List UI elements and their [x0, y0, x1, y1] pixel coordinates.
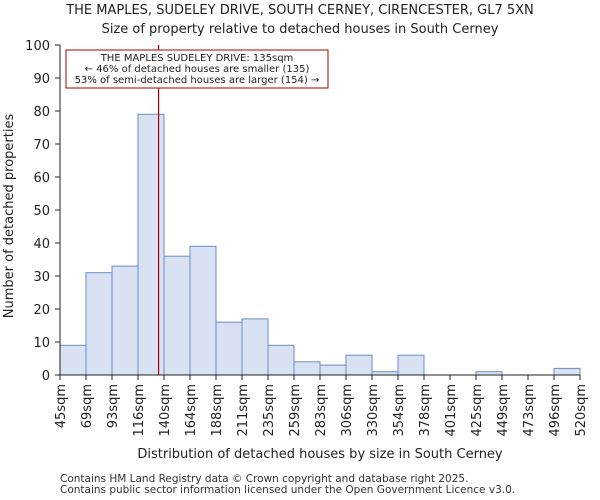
bar-45sqm: [59, 344, 87, 376]
bar-69sqm: [85, 272, 113, 376]
bar-354sqm: [397, 354, 425, 376]
bar-164sqm: [189, 245, 217, 376]
annotation-line-2: ← 46% of detached houses are smaller (13…: [85, 64, 310, 75]
x-tick-label-164sqm: 164sqm: [184, 384, 199, 437]
x-tick-label-306sqm: 306sqm: [340, 384, 355, 437]
chart-title: THE MAPLES, SUDELEY DRIVE, SOUTH CERNEY,…: [65, 3, 534, 18]
x-tick-label-473sqm: 473sqm: [522, 384, 537, 437]
x-tick-label-116sqm: 116sqm: [132, 384, 147, 437]
bar-496sqm: [553, 367, 581, 376]
bar-93sqm: [111, 265, 139, 376]
x-axis-label: Distribution of detached houses by size …: [137, 447, 503, 462]
x-tick-label-425sqm: 425sqm: [470, 384, 485, 437]
y-tick-label-30: 30: [33, 270, 50, 285]
bar-235sqm: [267, 344, 295, 376]
y-tick-label-80: 80: [33, 105, 50, 120]
annotation-frame: [65, 49, 329, 89]
chart-subtitle: Size of property relative to detached ho…: [102, 22, 499, 37]
x-tick-label-378sqm: 378sqm: [418, 384, 433, 437]
y-tick-label-40: 40: [33, 237, 50, 252]
annotation-line-3: 53% of semi-detached houses are larger (…: [75, 75, 320, 86]
x-tick-label-45sqm: 45sqm: [54, 384, 69, 428]
bar-140sqm: [163, 255, 191, 376]
y-tick-label-50: 50: [33, 204, 50, 219]
y-axis-ticks: 0 10 20 30 40 50 60 70 80 90 100: [25, 39, 60, 384]
footer-attribution-2: Contains public sector information licen…: [60, 484, 516, 496]
y-tick-label-90: 90: [33, 72, 50, 87]
x-axis-ticks: 45sqm 69sqm 93sqm 116sqm 140sqm 164sqm 188sqm 2…: [54, 375, 589, 437]
annotation-line-1: THE MAPLES SUDELEY DRIVE: 135sqm: [100, 53, 294, 64]
x-tick-label-330sqm: 330sqm: [366, 384, 381, 437]
bar-211sqm: [241, 318, 269, 376]
annotation-box: THE MAPLES SUDELEY DRIVE: 135sqm ← 46% o…: [65, 49, 329, 89]
x-tick-label-235sqm: 235sqm: [262, 384, 277, 437]
bar-116sqm: [137, 113, 165, 376]
y-tick-label-70: 70: [33, 138, 50, 153]
bar-188sqm: [215, 321, 243, 376]
bar-306sqm: [345, 354, 373, 376]
y-tick-label-20: 20: [33, 303, 50, 318]
x-tick-label-140sqm: 140sqm: [158, 384, 173, 437]
x-tick-label-520sqm: 520sqm: [574, 384, 589, 437]
y-axis-label: Number of detached properties: [2, 114, 17, 319]
y-tick-label-100: 100: [25, 39, 50, 54]
bar-259sqm: [293, 361, 321, 376]
x-tick-label-354sqm: 354sqm: [392, 384, 407, 437]
x-tick-label-188sqm: 188sqm: [210, 384, 225, 437]
y-tick-label-0: 0: [42, 369, 50, 384]
bar-283sqm: [319, 364, 347, 376]
y-tick-label-10: 10: [33, 336, 50, 351]
x-tick-label-283sqm: 283sqm: [314, 384, 329, 437]
x-tick-label-401sqm: 401sqm: [444, 384, 459, 437]
x-tick-label-211sqm: 211sqm: [236, 384, 251, 437]
x-tick-label-93sqm: 93sqm: [106, 384, 121, 428]
bars-group: [59, 113, 581, 376]
y-tick-label-60: 60: [33, 171, 50, 186]
x-tick-label-496sqm: 496sqm: [548, 384, 563, 437]
x-tick-label-449sqm: 449sqm: [496, 384, 511, 437]
footer-attribution-1: Contains HM Land Registry data © Crown c…: [60, 473, 469, 485]
x-tick-label-259sqm: 259sqm: [288, 384, 303, 437]
x-tick-label-69sqm: 69sqm: [80, 384, 95, 428]
